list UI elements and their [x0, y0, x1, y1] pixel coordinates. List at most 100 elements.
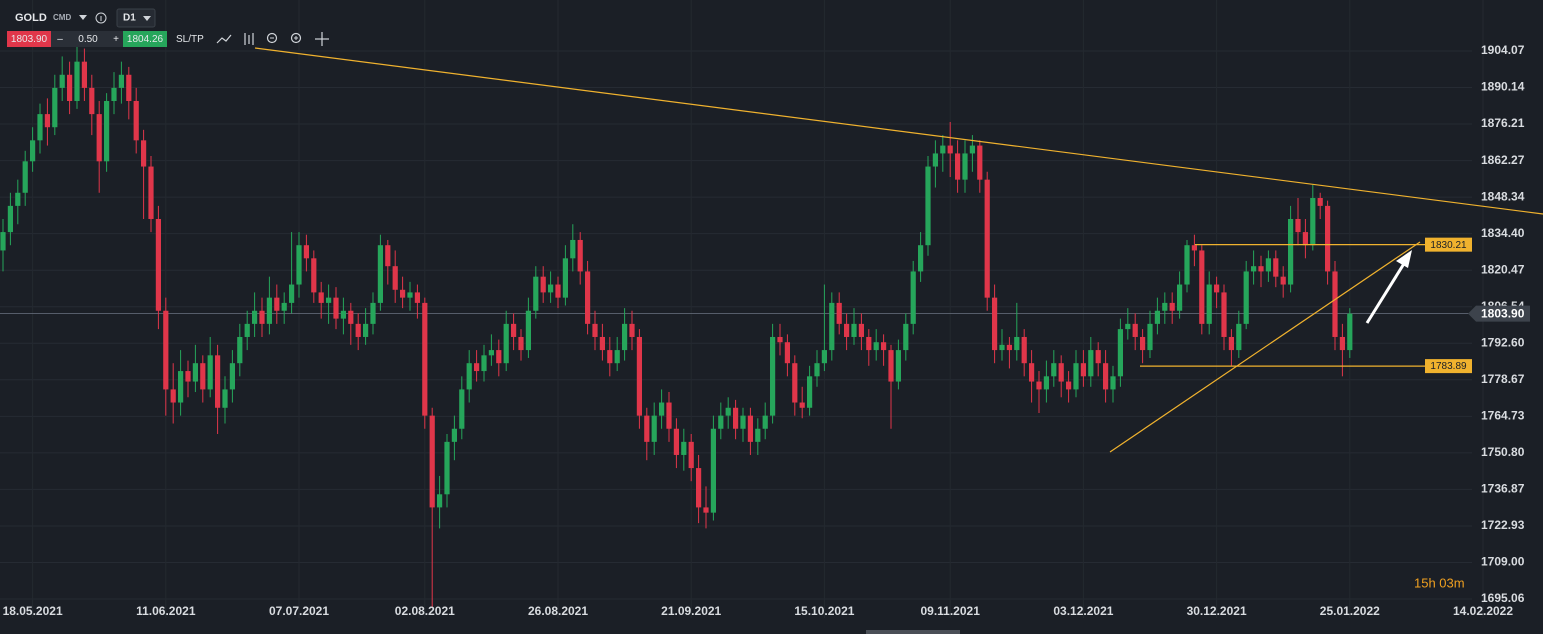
- candle-body: [0, 232, 6, 251]
- y-tick-label: 1876.21: [1481, 116, 1525, 130]
- arrow-head: [1396, 250, 1412, 268]
- candle-body: [104, 100, 110, 162]
- candle-body: [296, 245, 302, 285]
- candle-body: [22, 161, 28, 193]
- y-tick-label: 1848.34: [1481, 189, 1525, 203]
- candle-body: [459, 389, 465, 429]
- zoom-in-icon[interactable]: [290, 32, 302, 44]
- candle-body: [311, 258, 317, 293]
- y-tick-label: 1890.14: [1481, 80, 1525, 94]
- candle-body: [1295, 218, 1301, 233]
- candle-body: [999, 344, 1005, 351]
- dropdown-icon: [143, 16, 151, 21]
- candle-body: [1073, 363, 1079, 390]
- volume-plus[interactable]: +: [113, 34, 119, 45]
- candle-body: [1214, 284, 1220, 293]
- dropdown-icon[interactable]: [79, 15, 87, 20]
- candle-body: [429, 415, 435, 508]
- candle-body: [422, 302, 428, 416]
- candle-body: [207, 355, 213, 390]
- zoom-out-icon[interactable]: [266, 32, 278, 44]
- candle-chart-icon[interactable]: [244, 33, 254, 45]
- trendline-support: [1109, 241, 1421, 453]
- candle-body: [918, 245, 924, 272]
- candle-body: [910, 271, 916, 324]
- candle-body: [303, 245, 309, 259]
- timeframe-select[interactable]: [116, 8, 156, 28]
- y-tick-label: 1778.67: [1481, 372, 1525, 386]
- x-tick-label: 30.12.2021: [1187, 604, 1247, 618]
- candle-body: [681, 441, 687, 455]
- ask-box[interactable]: [123, 31, 167, 47]
- x-tick-label: 21.09.2021: [661, 604, 721, 618]
- candle-body: [37, 114, 43, 141]
- sltp-button[interactable]: SL/TP: [176, 34, 204, 45]
- x-tick-label: 11.06.2021: [136, 604, 196, 618]
- candle-body: [192, 363, 198, 382]
- candle-body: [89, 87, 95, 115]
- candle-body: [1110, 376, 1116, 390]
- move-icon[interactable]: [315, 32, 329, 46]
- candle-body: [799, 402, 805, 408]
- y-tick-label: 1764.73: [1481, 409, 1525, 423]
- candle-body: [1273, 258, 1279, 277]
- candle-body: [844, 323, 850, 337]
- candle-body: [1058, 363, 1064, 382]
- candle-body: [548, 284, 554, 293]
- candle-body: [925, 166, 931, 246]
- candle-body: [614, 350, 620, 364]
- x-tick-label: 26.08.2021: [528, 604, 588, 618]
- last-price-label: 1803.90: [1481, 306, 1525, 320]
- y-tick-label: 1722.93: [1481, 518, 1525, 532]
- level-label: 1783.89: [1430, 361, 1467, 372]
- candle-body: [651, 415, 657, 442]
- candle-body: [836, 302, 842, 324]
- candle-body: [15, 192, 21, 206]
- candle-body: [1140, 336, 1146, 351]
- candle-body: [1029, 363, 1035, 382]
- candle-body: [326, 297, 332, 303]
- market: CMD: [53, 13, 71, 22]
- x-tick-label: 09.11.2021: [920, 604, 980, 618]
- candle-body: [518, 336, 524, 351]
- candle-body: [599, 336, 605, 351]
- candle-body: [895, 350, 901, 382]
- candle-body: [215, 355, 221, 408]
- candle-body: [629, 323, 635, 337]
- candle-body: [1103, 363, 1109, 390]
- candle-body: [259, 310, 265, 324]
- candle-body: [1221, 292, 1227, 337]
- candle-body: [96, 114, 102, 162]
- candle-body: [1043, 376, 1049, 390]
- candle-body: [659, 402, 665, 416]
- y-tick-label: 1904.07: [1481, 43, 1525, 57]
- candle-body: [1280, 276, 1286, 285]
- candle-body: [733, 407, 739, 429]
- y-tick-label: 1792.60: [1481, 335, 1525, 349]
- candle-body: [1154, 310, 1160, 324]
- bid-box[interactable]: [7, 31, 51, 47]
- candle-body: [118, 74, 124, 88]
- candle-body: [770, 336, 776, 416]
- candle-body: [851, 323, 857, 337]
- y-tick-label: 1834.40: [1481, 226, 1525, 240]
- candle-body: [67, 74, 73, 101]
- candle-body: [1125, 323, 1131, 330]
- candle-body: [622, 323, 628, 351]
- scrollbar[interactable]: [866, 630, 960, 634]
- levels: 1830.21 1783.89: [1140, 237, 1472, 374]
- candle-body: [340, 310, 346, 319]
- info-icon[interactable]: [95, 12, 107, 24]
- candle-body: [59, 74, 65, 88]
- candle-body: [244, 323, 250, 337]
- symbol[interactable]: GOLD: [15, 12, 47, 24]
- volume-box[interactable]: [51, 31, 123, 47]
- volume-minus[interactable]: –: [57, 34, 63, 45]
- candle-body: [1339, 336, 1345, 351]
- line-chart-icon[interactable]: [216, 34, 232, 44]
- candle-body: [940, 145, 946, 154]
- candle-body: [252, 310, 258, 324]
- candle-body: [666, 402, 672, 429]
